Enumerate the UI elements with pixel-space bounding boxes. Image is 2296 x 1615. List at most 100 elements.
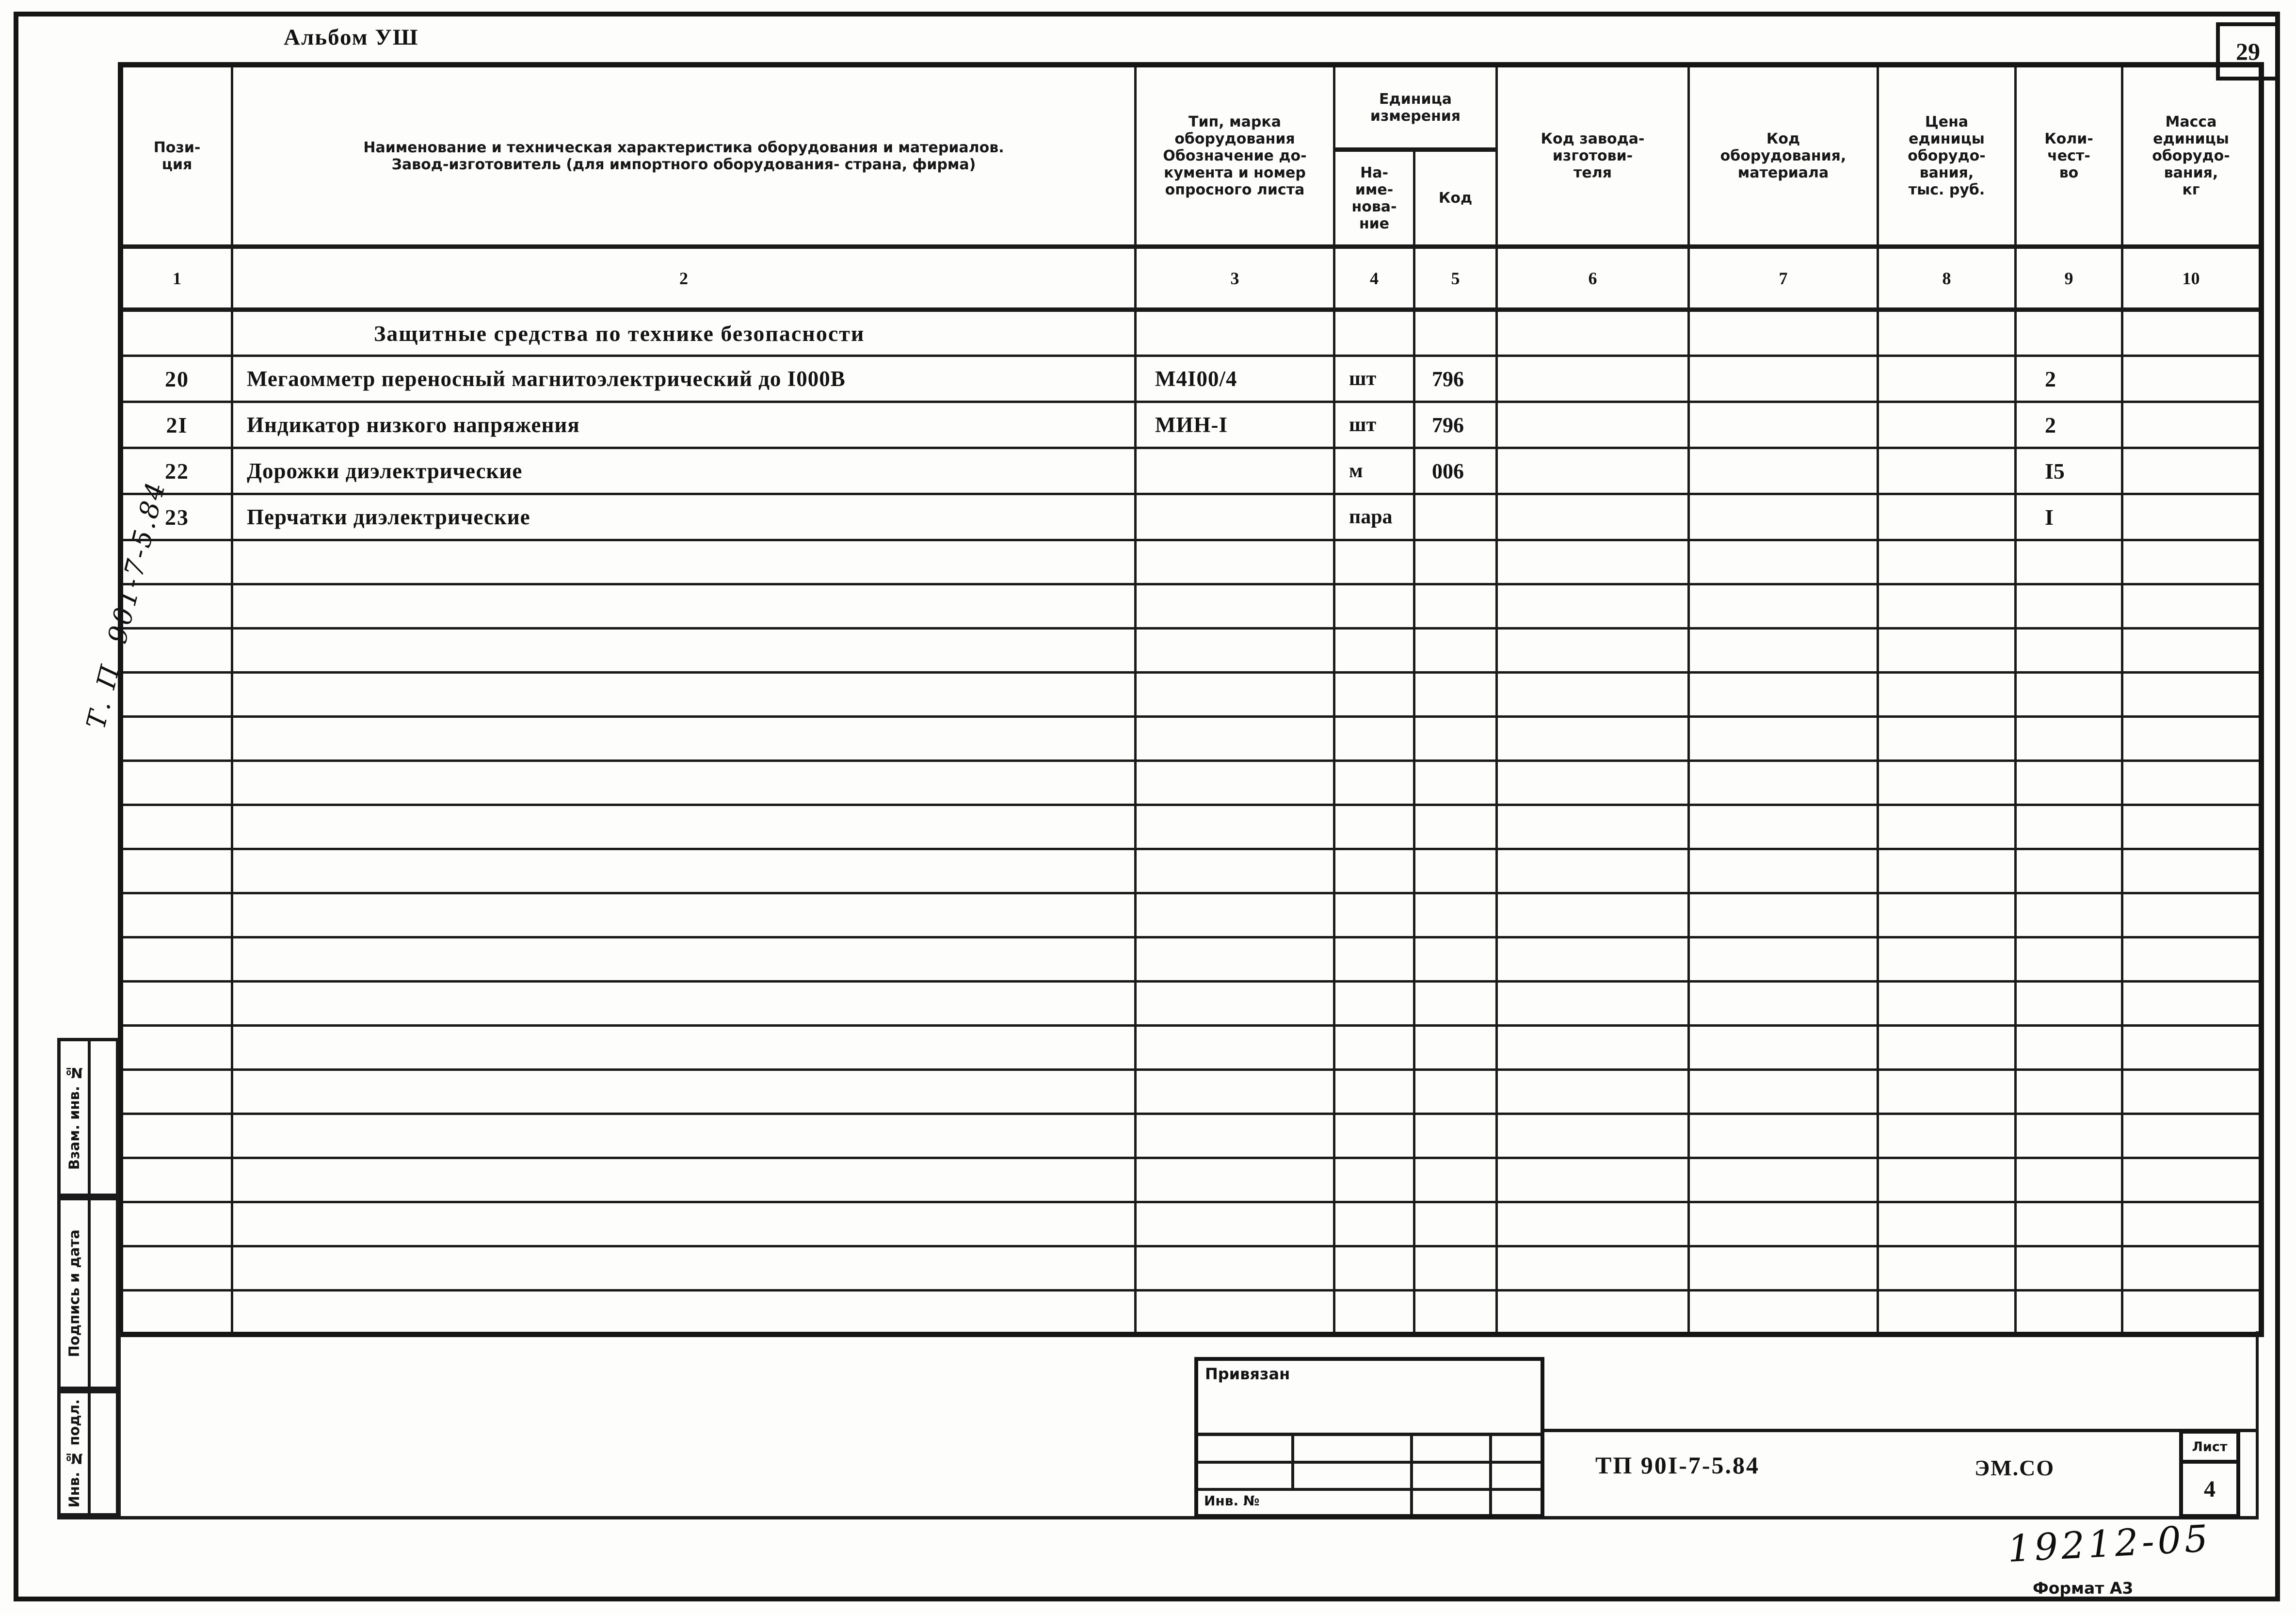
col-number: 4	[1333, 244, 1415, 312]
document-code: ТП 90I-7-5.84	[1595, 1452, 1760, 1479]
table-row-empty	[119, 671, 2263, 718]
cell-price	[1877, 401, 2017, 449]
cell-unit-name: м	[1333, 447, 1415, 495]
table-row-empty	[119, 1201, 2263, 1247]
header-unit-price: Цена единицы оборудо- вания, тыс. руб.	[1877, 64, 2017, 248]
margin-box-inv-podl: Инв. № подл.	[57, 1390, 119, 1517]
header-row-1: Пози- ция Наименование и техническая хар…	[119, 64, 2263, 248]
cell-mass	[2121, 401, 2263, 449]
cell-unit-code: 006	[1413, 447, 1498, 495]
sheet-number-box: Лист 4	[2179, 1430, 2240, 1518]
cell-mass	[2121, 355, 2263, 403]
header-unit-group: Единица измерения	[1333, 64, 1498, 152]
title-strip-top-line	[1544, 1429, 2259, 1432]
cell-price	[1877, 447, 2017, 495]
cell-factory-code	[1495, 493, 1690, 541]
table-row-empty	[119, 539, 2263, 585]
cell-equipment-code	[1687, 447, 1879, 495]
cell-equipment-code	[1687, 355, 1879, 403]
margin-label-podpis-data: Подпись и дата	[66, 1229, 82, 1357]
table-row-empty	[119, 980, 2263, 1027]
cell-unit-name: пара	[1333, 493, 1415, 541]
cell-quantity: I	[2014, 493, 2123, 541]
stamp-inv-label: Инв. №	[1204, 1493, 1260, 1509]
cell-position: 2I	[119, 401, 233, 449]
header-factory-code: Код завода- изготови- теля	[1495, 64, 1690, 248]
margin-label-vzam-inv: Взам. инв. №	[66, 1065, 82, 1170]
table-row: 22 Дорожки диэлектрические м 006 I5	[119, 447, 2263, 495]
cell-quantity: 2	[2014, 355, 2123, 403]
cell-position: 22	[119, 447, 233, 495]
col-number: 10	[2121, 244, 2263, 312]
col-number: 9	[2014, 244, 2123, 312]
cell-equipment-code	[1687, 493, 1879, 541]
table-row-empty	[119, 583, 2263, 630]
col-number: 6	[1495, 244, 1690, 312]
margin-blank-cell	[91, 1200, 116, 1387]
cell-factory-code	[1495, 355, 1690, 403]
table-row: 23 Перчатки диэлектрические пара I	[119, 493, 2263, 541]
org-code: ЭМ.СО	[1975, 1455, 2055, 1480]
sheet-number: 4	[2204, 1476, 2216, 1502]
table-row-empty	[119, 1113, 2263, 1159]
table-row: 20 Мегаомметр переносный магнитоэлектрич…	[119, 355, 2263, 403]
margin-blank-cell	[91, 1041, 116, 1194]
cell-price	[1877, 355, 2017, 403]
cell-mass	[2121, 493, 2263, 541]
cell-type	[1134, 493, 1335, 541]
cell-type: МИН-I	[1134, 401, 1335, 449]
header-row-2: На- име- нова- ние Код	[121, 148, 2262, 249]
section-title: Защитные средства по технике безопасност…	[231, 308, 1137, 357]
table-row-empty	[119, 1068, 2263, 1115]
stamp-box: Привязан Инв. №	[1194, 1357, 1544, 1518]
cell-unit-code: 796	[1413, 401, 1498, 449]
cell-unit-code: 796	[1413, 355, 1498, 403]
cell-name: Индикатор низкого напряжения	[231, 401, 1137, 449]
table-row-empty	[119, 1024, 2263, 1071]
page-number: 29	[2236, 38, 2260, 65]
cell-name: Дорожки диэлектрические	[231, 447, 1137, 495]
format-label: Формат А3	[2033, 1579, 2134, 1598]
cell-unit-code	[1413, 493, 1498, 541]
page-frame	[14, 12, 2280, 1601]
table-row: 2I Индикатор низкого напряжения МИН-I шт…	[119, 401, 2263, 449]
header-name: Наименование и техническая характеристик…	[231, 64, 1137, 248]
header-quantity: Коли- чест- во	[2014, 64, 2123, 248]
table-row-empty	[119, 892, 2263, 938]
header-unit-mass: Масса единицы оборудо- вания, кг	[2121, 64, 2263, 248]
cell-mass	[2121, 447, 2263, 495]
cell-unit-name: шт	[1333, 355, 1415, 403]
table-row-empty	[119, 1289, 2263, 1336]
margin-label-inv-podl: Инв. № подл.	[66, 1399, 82, 1508]
header-type: Тип, марка оборудования Обозначение до- …	[1134, 64, 1335, 248]
cell-quantity: 2	[2014, 401, 2123, 449]
cell-unit-name: шт	[1333, 401, 1415, 449]
table-row-empty	[119, 715, 2263, 762]
cell-price	[1877, 493, 2017, 541]
cell-position: 23	[119, 493, 233, 541]
album-title: Альбом УШ	[284, 25, 419, 50]
cell-type	[1134, 447, 1335, 495]
header-unit-code: Код	[1413, 148, 1498, 249]
column-number-row: 1 2 3 4 5 6 7 8 9 10	[119, 244, 2263, 312]
margin-blank-cell	[91, 1393, 116, 1513]
cell-factory-code	[1495, 447, 1690, 495]
cell-equipment-code	[1687, 401, 1879, 449]
table-left-extension-line	[118, 1331, 121, 1519]
cell-type: М4I00/4	[1134, 355, 1335, 403]
header-equipment-code: Код оборудования, материала	[1687, 64, 1879, 248]
table-row-empty	[119, 848, 2263, 894]
table-row-empty	[119, 1157, 2263, 1203]
table-right-extension-line	[2256, 1331, 2259, 1519]
sheet-label: Лист	[2183, 1434, 2236, 1464]
col-number: 8	[1877, 244, 2017, 312]
section-title-row: Защитные средства по технике безопасност…	[119, 308, 2263, 357]
margin-box-vzam: Взам. инв. №	[57, 1038, 119, 1197]
table-row-empty	[119, 627, 2263, 674]
col-number: 7	[1687, 244, 1879, 312]
col-number: 1	[119, 244, 233, 312]
inner-bottom-border-line	[57, 1516, 2259, 1519]
margin-box-podpis: Подпись и дата	[57, 1197, 119, 1390]
stamp-label: Привязан	[1205, 1365, 1290, 1383]
